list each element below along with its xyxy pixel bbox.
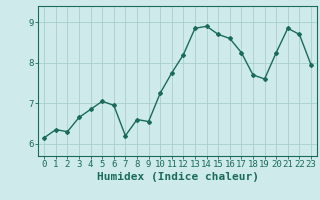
X-axis label: Humidex (Indice chaleur): Humidex (Indice chaleur) xyxy=(97,172,259,182)
